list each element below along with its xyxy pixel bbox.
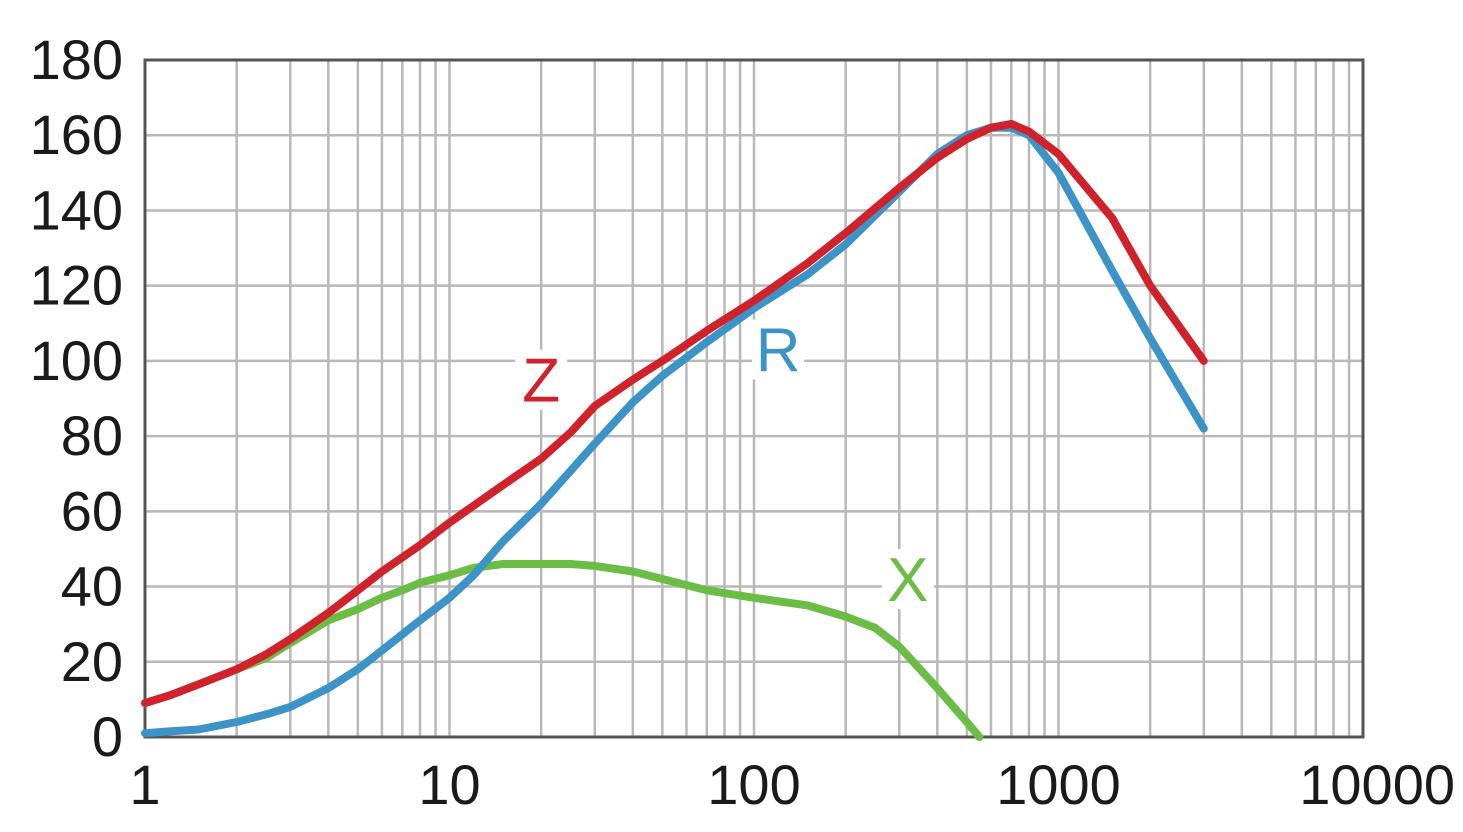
series-lines [141, 119, 1208, 741]
x-tick-label: 10 [418, 753, 480, 816]
y-tick-label: 0 [92, 705, 123, 768]
y-tick-label: 20 [61, 630, 123, 693]
y-tick-label: 80 [61, 404, 123, 467]
series-labels: Z R X [515, 317, 934, 615]
x-tick-label: 10000 [1299, 753, 1455, 816]
series-label-z: Z [522, 347, 560, 416]
series-line-z [141, 119, 1208, 708]
y-tick-labels: 0 20 40 60 80 100 120 140 160 180 [30, 28, 123, 768]
x-tick-label: 1000 [996, 753, 1121, 816]
x-tick-label: 100 [707, 753, 800, 816]
y-tick-label: 120 [30, 254, 123, 317]
x-tick-labels: 1 10 100 1000 10000 [129, 753, 1455, 816]
series-label-x: X [887, 546, 928, 615]
y-tick-label: 100 [30, 329, 123, 392]
y-tick-label: 140 [30, 178, 123, 241]
x-tick-label: 1 [129, 753, 160, 816]
series-label-backing [515, 349, 568, 410]
y-tick-label: 180 [30, 28, 123, 91]
y-tick-label: 40 [61, 555, 123, 618]
y-tick-label: 160 [30, 103, 123, 166]
plot-frame [143, 58, 1365, 739]
series-label-r: R [756, 317, 801, 386]
series-label-backing [881, 549, 934, 610]
grid [143, 58, 1363, 739]
series-label-backing [752, 319, 805, 380]
y-tick-label: 60 [61, 479, 123, 542]
